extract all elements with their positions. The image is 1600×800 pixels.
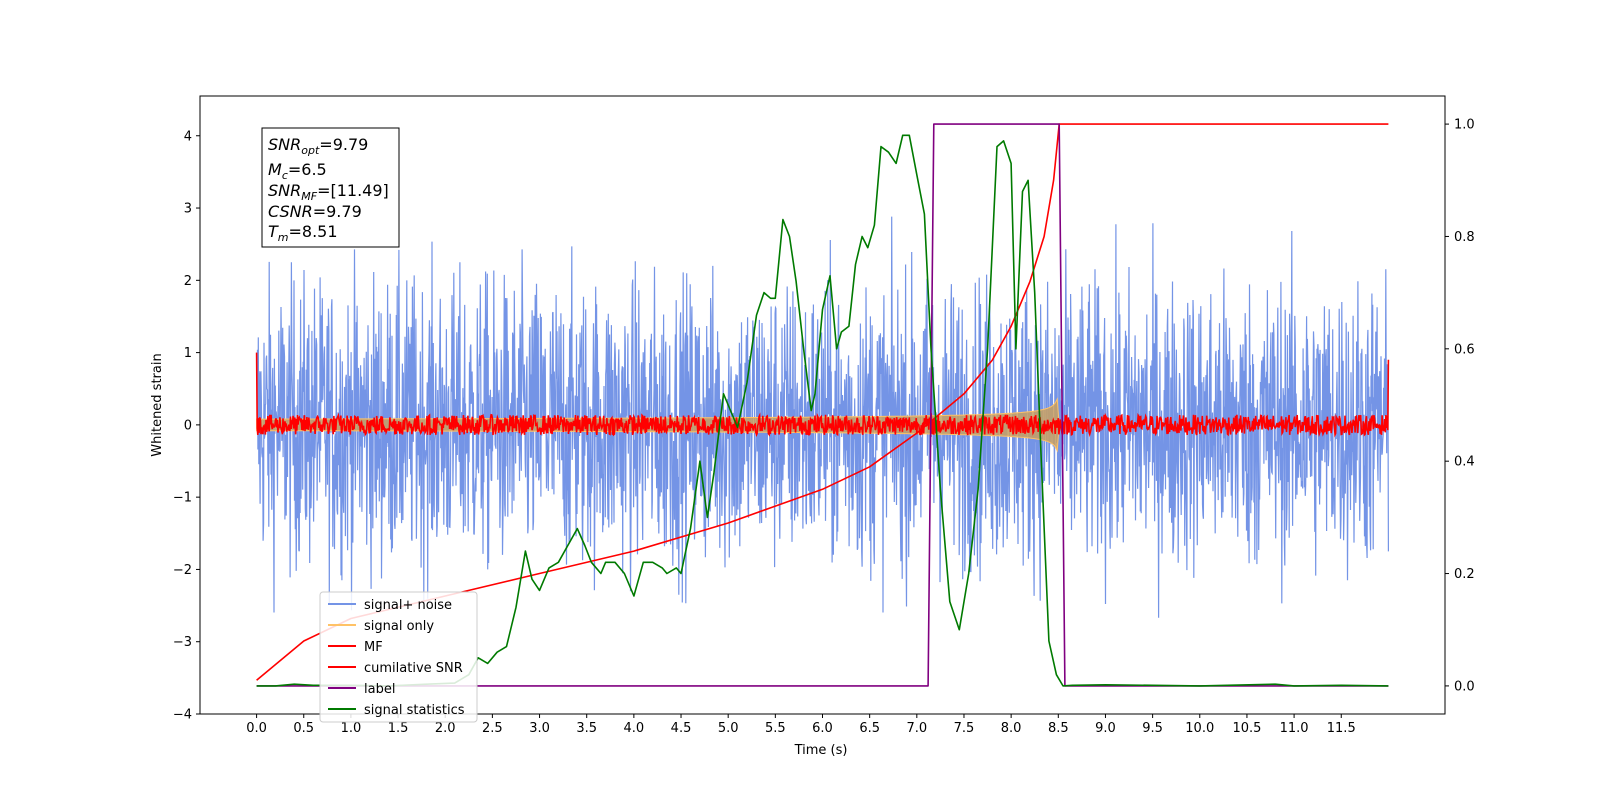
legend-label-label: label (364, 682, 395, 697)
x-tick-label: 5.5 (765, 721, 786, 736)
x-tick-label: 7.5 (954, 721, 975, 736)
x-tick-label: 3.0 (529, 721, 550, 736)
y2-tick-label: 0.8 (1454, 230, 1475, 245)
legend-frame (319, 591, 478, 723)
annotation-frame (261, 127, 400, 248)
annotation-mc: Mc=6.5 (268, 160, 327, 182)
x-tick-label: 5.0 (718, 721, 739, 736)
annotation-box: SNRopt=9.79 Mc=6.5 SNRMF=[11.49] CSNR=9.… (261, 127, 400, 248)
x-tick-label: 11.5 (1327, 721, 1356, 736)
legend-label-signal-only: signal only (364, 619, 434, 634)
annotation-snr-opt: SNRopt=9.79 (268, 135, 368, 157)
series-mf (255, 352, 1390, 438)
y-axis-left: −4 −3 −2 −1 0 1 2 3 4 (173, 129, 200, 723)
x-tick-label: 0.0 (246, 721, 267, 736)
series-label (256, 123, 1389, 687)
legend-label-cumulative-snr: cumilative SNR (364, 661, 463, 676)
x-tick-label: 2.5 (482, 721, 503, 736)
x-tick-label: 9.5 (1142, 721, 1163, 736)
x-tick-label: 2.0 (435, 721, 456, 736)
legend-label-mf: MF (364, 640, 383, 655)
y-tick-label: 2 (184, 274, 192, 289)
y2-tick-label: 0.6 (1454, 342, 1475, 357)
x-tick-label: 6.5 (859, 721, 880, 736)
y-axis-right: 0.0 0.2 0.4 0.6 0.8 1.0 (1445, 118, 1475, 694)
x-tick-label: 7.0 (906, 721, 927, 736)
y-tick-label: 3 (184, 202, 192, 217)
y-tick-label: 1 (184, 346, 192, 361)
x-tick-label: 3.5 (576, 721, 597, 736)
y-tick-label: 0 (184, 418, 192, 433)
y-tick-label: −3 (173, 635, 192, 650)
x-axis-label: Time (s) (794, 743, 848, 758)
x-tick-label: 8.5 (1048, 721, 1069, 736)
x-tick-label: 9.0 (1095, 721, 1116, 736)
y2-tick-label: 1.0 (1454, 118, 1475, 133)
legend-label-signal-noise: signal+ noise (364, 598, 452, 613)
x-tick-label: 11.0 (1280, 721, 1309, 736)
x-tick-label: 8.0 (1001, 721, 1022, 736)
legend-label-signal-statistics: signal statistics (364, 703, 465, 718)
x-tick-label: 6.0 (812, 721, 833, 736)
y-tick-label: −2 (173, 563, 192, 578)
x-tick-label: 0.5 (293, 721, 314, 736)
y2-tick-label: 0.0 (1454, 679, 1475, 694)
y-tick-label: −4 (173, 708, 192, 723)
x-tick-label: 1.5 (388, 721, 409, 736)
x-tick-label: 10.5 (1232, 721, 1261, 736)
x-axis: 0.0 0.5 1.0 1.5 2.0 2.5 3.0 3.5 4.0 4.5 5.0 5.5 6.0 6… (246, 714, 1356, 736)
x-tick-label: 10.0 (1185, 721, 1214, 736)
y2-tick-label: 0.4 (1454, 455, 1475, 470)
series-signal-statistics (256, 134, 1389, 687)
y2-tick-label: 0.2 (1454, 567, 1475, 582)
x-tick-label: 4.5 (671, 721, 692, 736)
x-tick-label: 1.0 (341, 721, 362, 736)
annotation-snr-mf: SNRMF=[11.49] (268, 181, 389, 203)
y-axis-label: Whitened strain (150, 353, 165, 456)
annotation-csnr: CSNR=9.79 (268, 202, 362, 221)
y-tick-label: 4 (184, 129, 192, 144)
x-tick-label: 4.0 (624, 721, 645, 736)
annotation-tm: Tm=8.51 (268, 222, 338, 244)
y-tick-label: −1 (173, 491, 192, 506)
legend: signal+ noise signal only MF cumilative … (319, 591, 478, 723)
